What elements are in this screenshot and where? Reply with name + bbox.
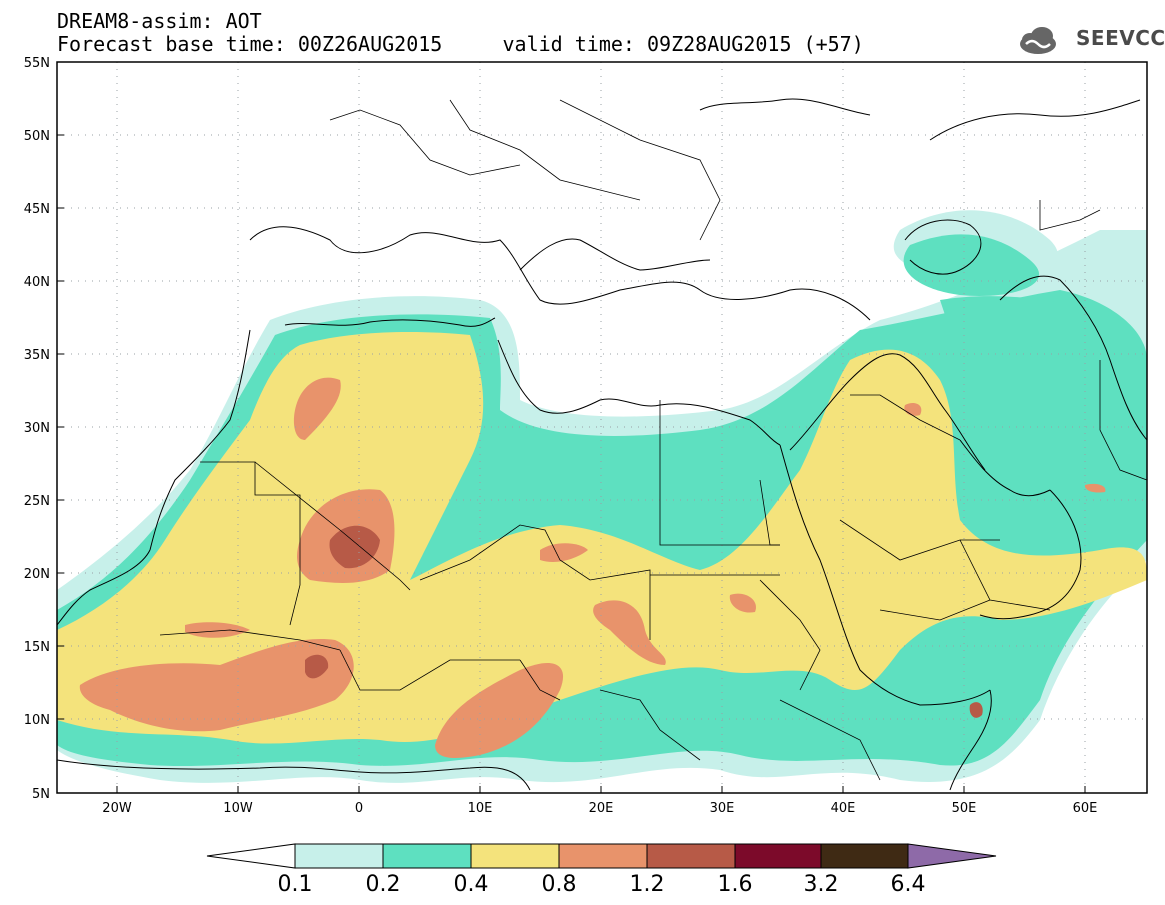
- colorbar-swatch: [820, 843, 909, 869]
- lat-label: 30N: [24, 421, 50, 436]
- lon-label: 0: [355, 801, 363, 816]
- lat-label: 5N: [32, 787, 50, 802]
- lon-label: 40E: [831, 801, 856, 816]
- forecast-time-subtitle: Forecast base time: 00Z26AUG2015 valid t…: [57, 32, 864, 56]
- lat-label: 45N: [24, 202, 50, 217]
- colorbar-swatch: [294, 843, 384, 869]
- country-borders: [159, 99, 1147, 781]
- latitude-labels: 55N 50N 45N 40N 35N 30N 25N 20N 15N 10N …: [24, 56, 50, 802]
- colorbar-label: 1.6: [718, 872, 753, 897]
- colorbar-label: 0.8: [542, 872, 577, 897]
- lon-label: 10E: [468, 801, 493, 816]
- lon-label: 20W: [102, 801, 132, 816]
- colorbar-low-arrow: [206, 843, 296, 869]
- colorbar-swatch: [558, 843, 648, 869]
- lat-label: 40N: [24, 275, 50, 290]
- graticule: [57, 62, 1147, 793]
- colorbar-swatch: [646, 843, 736, 869]
- colorbar-swatch: [382, 843, 472, 869]
- axis-ticks: [57, 61, 1086, 793]
- lat-label: 55N: [24, 56, 50, 71]
- colorbar-labels: 0.1 0.2 0.4 0.8 1.2 1.6 3.2 6.4: [278, 872, 926, 897]
- cloud-icon: [1020, 27, 1056, 54]
- colorbar: [206, 843, 997, 869]
- lon-label: 10W: [223, 801, 253, 816]
- lat-label: 35N: [24, 348, 50, 363]
- colorbar-label: 0.4: [454, 872, 489, 897]
- lat-label: 15N: [24, 640, 50, 655]
- lon-label: 20E: [589, 801, 614, 816]
- colorbar-label: 3.2: [804, 872, 839, 897]
- seevccc-logo: [1020, 27, 1056, 54]
- logo-text: SEEVCCC: [1076, 26, 1165, 50]
- colorbar-label: 0.1: [278, 872, 313, 897]
- colorbar-high-arrow: [907, 843, 997, 869]
- longitude-labels: 20W 10W 0 10E 20E 30E 40E 50E 60E: [102, 801, 1097, 816]
- colorbar-swatch: [734, 843, 822, 869]
- colorbar-label: 1.2: [630, 872, 665, 897]
- lat-label: 25N: [24, 494, 50, 509]
- coastlines: [57, 98, 1147, 791]
- lat-label: 20N: [24, 567, 50, 582]
- colorbar-label: 6.4: [891, 872, 926, 897]
- lat-label: 10N: [24, 713, 50, 728]
- colorbar-label: 0.2: [366, 872, 401, 897]
- lat-label: 50N: [24, 129, 50, 144]
- lon-label: 30E: [710, 801, 735, 816]
- map-title: DREAM8-assim: AOT: [57, 9, 262, 33]
- colorbar-swatch: [470, 843, 560, 869]
- lon-label: 50E: [952, 801, 977, 816]
- lon-label: 60E: [1073, 801, 1098, 816]
